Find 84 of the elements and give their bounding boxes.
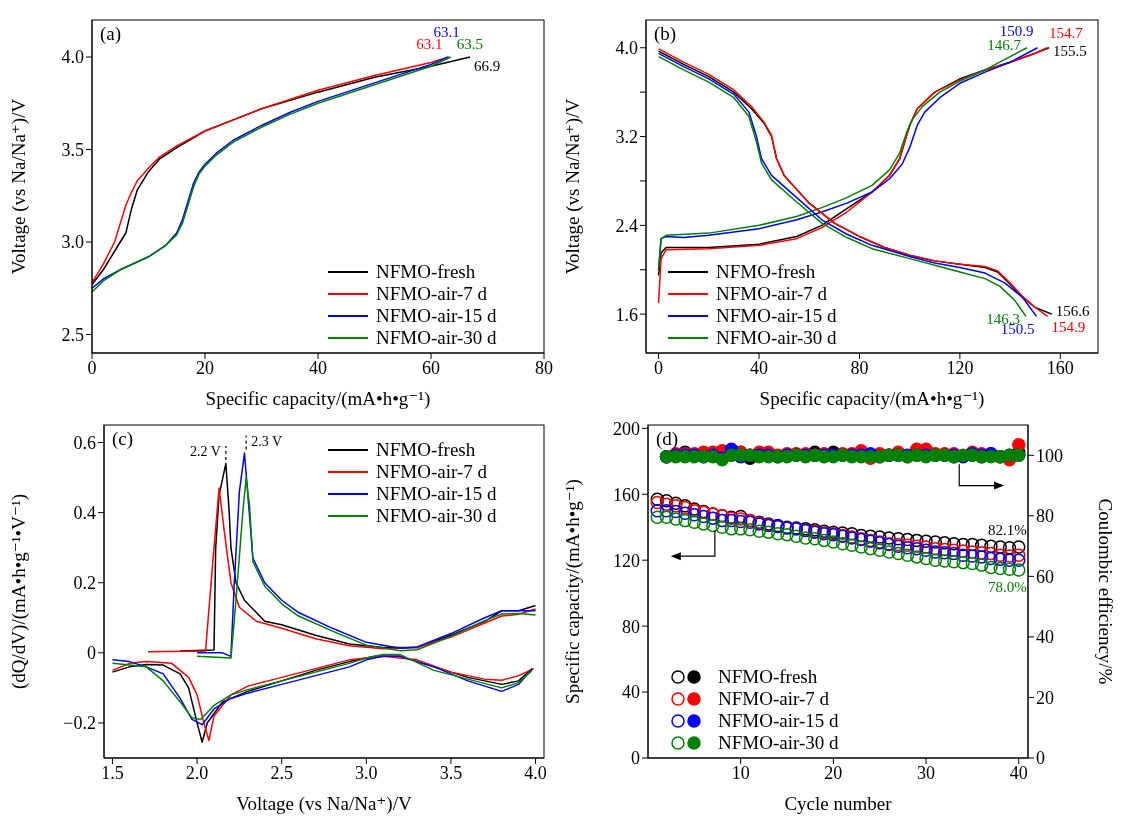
x-tick-label: 40 bbox=[309, 357, 327, 378]
y-tick-label: 0.2 bbox=[73, 573, 96, 594]
y-tick-label: 2.4 bbox=[615, 215, 638, 236]
annotation: 2.3 V bbox=[251, 433, 283, 449]
x-tick-label: 0 bbox=[654, 357, 664, 378]
y2-tick-label: 20 bbox=[1036, 687, 1054, 708]
y-tick-label: 2.5 bbox=[61, 324, 84, 345]
legend-label: NFMO-fresh bbox=[716, 261, 816, 282]
x-tick-label: 4.0 bbox=[524, 762, 547, 783]
legend-label: NFMO-air-15 d bbox=[376, 305, 497, 326]
legend-label: NFMO-air-7 d bbox=[376, 283, 488, 304]
legend-label: NFMO-air-15 d bbox=[716, 305, 837, 326]
y-tick-label: 3.5 bbox=[61, 139, 84, 160]
x-axis-title: Voltage (vs Na/Na⁺)/V bbox=[236, 793, 412, 815]
chart-title: (d) bbox=[656, 428, 679, 450]
x-tick-label: 3.0 bbox=[355, 762, 378, 783]
y2-tick-label: 40 bbox=[1036, 627, 1054, 648]
annotation: 66.9 bbox=[473, 58, 501, 74]
y-tick-label: 1.6 bbox=[615, 304, 638, 325]
chart-title: (b) bbox=[654, 23, 677, 45]
y-tick-label: 200 bbox=[613, 418, 640, 439]
x-tick-label: 20 bbox=[196, 357, 214, 378]
annotation: 150.9 bbox=[999, 22, 1034, 39]
y-tick-label: 3.0 bbox=[61, 232, 84, 253]
legend-label: NFMO-air-30 d bbox=[376, 505, 497, 526]
legend-label: NFMO-air-15 d bbox=[718, 710, 839, 731]
annotation: 82.1% bbox=[987, 521, 1027, 538]
legend-label: NFMO-fresh bbox=[376, 439, 476, 460]
y-tick-label: 0 bbox=[631, 748, 640, 769]
annotation: 2.2 V bbox=[189, 444, 221, 460]
y-tick-label: 4.0 bbox=[61, 47, 84, 68]
y-tick-label: 120 bbox=[613, 550, 640, 571]
y-tick-label: 160 bbox=[613, 484, 640, 505]
y-tick-label: 3.2 bbox=[615, 126, 638, 147]
y-tick-label: 80 bbox=[622, 616, 640, 637]
legend-label: NFMO-air-30 d bbox=[716, 327, 837, 348]
y2-tick-label: 0 bbox=[1036, 748, 1045, 769]
y-tick-label: 4.0 bbox=[615, 38, 638, 59]
y-axis-title: Voltage (vs Na/Na⁺)/V bbox=[7, 98, 30, 275]
chart-title: (c) bbox=[112, 428, 134, 450]
x-tick-label: 10 bbox=[731, 762, 750, 783]
x-tick-label: 20 bbox=[824, 762, 843, 783]
x-axis-title: Cycle number bbox=[784, 793, 893, 814]
y-tick-label: 0.6 bbox=[73, 432, 96, 453]
y-axis-title: Specific capacity/(mA•h•g⁻¹) bbox=[561, 479, 584, 704]
annotation: 154.7 bbox=[1049, 24, 1084, 41]
legend-label: NFMO-air-7 d bbox=[716, 283, 828, 304]
x-tick-label: 160 bbox=[1046, 357, 1074, 378]
legend-label: NFMO-air-30 d bbox=[376, 327, 497, 348]
y2-tick-label: 100 bbox=[1036, 445, 1063, 466]
x-tick-label: 30 bbox=[917, 762, 936, 783]
x-tick-label: 1.5 bbox=[101, 762, 124, 783]
legend-label: NFMO-air-15 d bbox=[376, 483, 497, 504]
x-tick-label: 80 bbox=[850, 357, 869, 378]
legend-label: NFMO-air-7 d bbox=[718, 688, 830, 709]
legend-label: NFMO-fresh bbox=[376, 261, 476, 282]
x-tick-label: 40 bbox=[1009, 762, 1028, 783]
legend-label: NFMO-air-30 d bbox=[718, 732, 839, 753]
x-tick-label: 2.0 bbox=[185, 762, 209, 783]
legend-label: NFMO-fresh bbox=[718, 666, 818, 687]
x-tick-label: 2.5 bbox=[270, 762, 293, 783]
x-tick-label: 80 bbox=[535, 357, 553, 378]
x-tick-label: 60 bbox=[422, 357, 440, 378]
y-tick-label: −0.2 bbox=[63, 713, 96, 734]
y2-tick-label: 60 bbox=[1036, 566, 1054, 587]
y2-axis-title: Coulombic efficiency/% bbox=[1095, 498, 1117, 685]
x-axis-title: Specific capacity/(mA•h•g⁻¹) bbox=[205, 388, 431, 410]
legend-label: NFMO-air-7 d bbox=[376, 461, 488, 482]
annotation: 155.5 bbox=[1053, 42, 1087, 59]
y-tick-label: 0.4 bbox=[73, 503, 96, 524]
annotation: 156.6 bbox=[1055, 303, 1091, 320]
annotation: 78.0% bbox=[987, 579, 1027, 596]
x-tick-label: 40 bbox=[750, 357, 768, 378]
y-tick-label: 40 bbox=[622, 682, 640, 703]
annotation: 154.9 bbox=[1051, 319, 1086, 336]
x-tick-label: 3.5 bbox=[439, 762, 463, 783]
chart-title: (a) bbox=[100, 23, 122, 45]
x-tick-label: 120 bbox=[946, 357, 974, 378]
annotation: 146.7 bbox=[987, 36, 1022, 53]
y-axis-title: (dQ/dV)/(mA•h•g⁻¹•V⁻¹) bbox=[7, 494, 30, 689]
y2-tick-label: 80 bbox=[1036, 506, 1054, 527]
x-axis-title: Specific capacity/(mA•h•g⁻¹) bbox=[759, 388, 985, 410]
y-tick-label: 0 bbox=[87, 643, 96, 664]
y-axis-title: Voltage (vs Na/Na⁺)/V bbox=[561, 98, 584, 275]
